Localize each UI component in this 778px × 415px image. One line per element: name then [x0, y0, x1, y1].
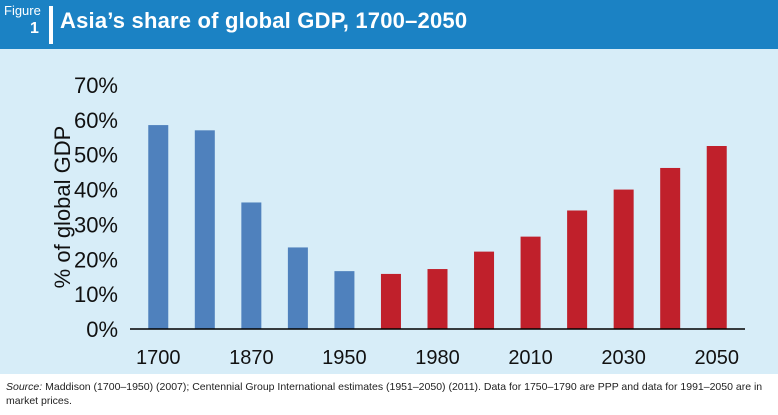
y-tick-label: 20% — [74, 247, 118, 272]
source-label: Source: — [6, 381, 43, 393]
bar-historical — [194, 130, 215, 329]
y-tick-label: 40% — [74, 178, 118, 203]
bar-projected — [520, 236, 541, 329]
y-tick-label: 0% — [86, 317, 118, 342]
bar-projected — [706, 146, 727, 329]
x-tick-label: 2010 — [508, 347, 553, 369]
x-axis: 1700 1870 1950 1980 2010 2030 2050 — [130, 328, 745, 369]
x-tick-label: 2050 — [694, 347, 739, 369]
bar-historical — [334, 271, 355, 329]
bar-projected — [567, 210, 588, 329]
chart-title: Asia’s share of global GDP, 1700–2050 — [60, 8, 468, 33]
figure-number: 1 — [30, 20, 39, 37]
bar-projected — [474, 251, 495, 329]
bar-projected — [613, 189, 634, 329]
y-tick-label: 30% — [74, 212, 118, 237]
y-tick-label: 60% — [74, 108, 118, 133]
bar-historical — [287, 247, 308, 329]
x-tick-label: 1980 — [415, 347, 460, 369]
y-axis-label: % of global GDP — [50, 126, 75, 289]
bar-projected — [660, 167, 681, 329]
bar-projected — [427, 269, 448, 329]
bar-historical — [148, 125, 169, 329]
y-axis: 0% 10% 20% 30% 40% 50% 60% 70% % of global GDP — [50, 73, 118, 342]
x-tick-label: 1870 — [229, 347, 274, 369]
figure-header: Figure 1 Asia’s share of global GDP, 170… — [0, 0, 778, 49]
bar-projected — [380, 273, 401, 329]
source-text: Maddison (1700–1950) (2007); Centennial … — [6, 381, 763, 407]
bar-historical — [241, 202, 262, 329]
x-tick-label: 2030 — [601, 347, 646, 369]
x-tick-label: 1700 — [136, 347, 181, 369]
y-tick-label: 70% — [74, 73, 118, 98]
y-tick-label: 10% — [74, 282, 118, 307]
source-note: Source: Maddison (1700–1950) (2007); Cen… — [6, 380, 772, 408]
footer — [0, 374, 778, 415]
bar-series — [148, 125, 727, 329]
x-tick-label: 1950 — [322, 347, 367, 369]
figure-label: Figure — [4, 3, 41, 18]
chart-area: 0% 10% 20% 30% 40% 50% 60% 70% % of global GDP 1… — [50, 73, 745, 369]
y-tick-label: 50% — [74, 143, 118, 168]
header-divider — [49, 6, 53, 44]
